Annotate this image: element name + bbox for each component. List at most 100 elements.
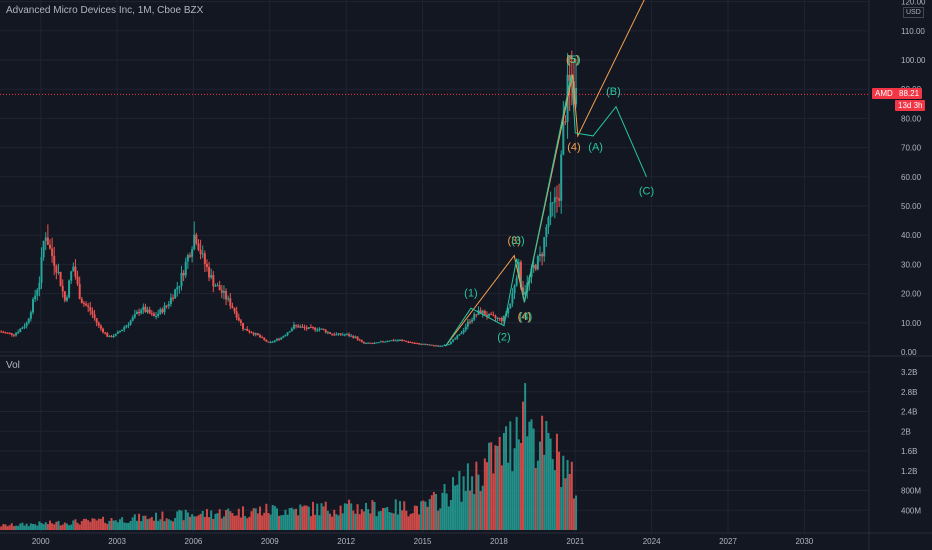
volume-bar — [203, 516, 206, 530]
price-candle — [273, 340, 276, 342]
volume-bar — [248, 516, 251, 530]
volume-bar — [265, 503, 268, 530]
price-candle — [191, 249, 194, 257]
price-candle — [343, 334, 346, 336]
volume-bar — [511, 471, 514, 530]
volume-bar — [21, 522, 24, 530]
volume-bar — [358, 514, 361, 530]
volume-bar — [394, 499, 397, 530]
volume-bar — [222, 516, 225, 530]
price-candle — [358, 339, 361, 341]
volume-bar — [339, 505, 342, 530]
time-tick-label: 2021 — [566, 537, 584, 546]
price-tick-label: 110.00 — [901, 27, 925, 36]
volume-bar — [360, 509, 363, 530]
price-candle — [316, 329, 319, 331]
price-candle — [278, 338, 281, 340]
price-candle — [6, 332, 9, 334]
volume-bar — [575, 495, 578, 530]
volume-bar — [377, 511, 380, 530]
volume-bar — [8, 525, 11, 530]
currency-label[interactable]: USD — [903, 7, 924, 18]
price-candle — [233, 307, 236, 312]
volume-bar — [458, 471, 461, 530]
volume-bar — [182, 520, 185, 530]
volume-bar — [95, 520, 98, 530]
volume-bar — [127, 522, 130, 530]
volume-bar — [161, 511, 164, 530]
volume-bar — [420, 501, 423, 530]
volume-bar — [25, 523, 28, 530]
elliott-wave-label: (3) — [507, 235, 520, 247]
price-candle — [129, 320, 132, 325]
volume-bar — [348, 499, 351, 530]
volume-bar — [564, 478, 567, 530]
price-candle — [148, 309, 151, 314]
volume-bar — [197, 515, 200, 530]
price-candle — [167, 303, 170, 306]
price-candle — [522, 287, 525, 295]
price-candle — [309, 327, 312, 329]
volume-bar — [275, 508, 278, 530]
price-candle — [91, 310, 94, 315]
price-candle — [407, 341, 410, 343]
price-candle — [432, 345, 435, 347]
volume-bar — [216, 513, 219, 530]
price-candle — [322, 328, 325, 330]
price-candle — [57, 272, 60, 274]
elliott-wave-label: (4) — [519, 311, 532, 323]
price-candle — [326, 332, 329, 334]
price-candle — [460, 332, 463, 335]
volume-bar — [479, 491, 482, 530]
price-candle — [201, 253, 204, 255]
volume-bar — [186, 512, 189, 530]
volume-bar — [85, 518, 88, 530]
price-candle — [76, 276, 79, 284]
price-candle — [534, 264, 537, 270]
price-candle — [27, 318, 30, 323]
volume-bar — [76, 522, 79, 530]
volume-bar — [553, 470, 556, 530]
volume-bar — [129, 521, 132, 530]
elliott-wave-label: (5) — [567, 54, 580, 66]
price-candle — [488, 313, 491, 317]
price-candle — [82, 303, 85, 305]
volume-bar — [541, 415, 544, 530]
volume-bar — [172, 521, 175, 530]
price-tick-label: 0.00 — [901, 348, 917, 357]
price-candle — [157, 313, 160, 317]
price-candle — [258, 335, 261, 338]
price-candle — [515, 278, 518, 286]
price-candle — [95, 318, 98, 323]
volume-bar — [481, 485, 484, 530]
volume-bar — [17, 525, 20, 530]
price-candle — [475, 314, 478, 316]
price-candle — [51, 248, 54, 257]
volume-bar — [242, 506, 245, 530]
price-candle — [415, 343, 418, 345]
volume-bar — [235, 515, 238, 530]
price-candle — [305, 327, 308, 329]
price-candle — [558, 198, 561, 201]
price-candle — [483, 310, 486, 315]
volume-bar — [328, 513, 331, 530]
price-candle — [458, 334, 461, 336]
volume-bar — [99, 518, 102, 530]
volume-bar — [239, 517, 242, 530]
volume-bar — [496, 445, 499, 530]
price-candle — [214, 285, 217, 287]
volume-bar — [424, 501, 427, 530]
price-candle — [87, 305, 90, 308]
volume-bar — [163, 521, 166, 530]
price-candle — [384, 341, 387, 343]
price-candle — [369, 342, 372, 344]
elliott-wave-label: (2) — [497, 331, 510, 343]
price-candle — [42, 240, 45, 258]
volume-bar — [545, 421, 548, 530]
price-candle — [335, 334, 338, 336]
price-candle — [78, 283, 81, 299]
price-candle — [110, 336, 113, 338]
price-candle — [271, 341, 274, 343]
volume-bar — [40, 522, 43, 530]
